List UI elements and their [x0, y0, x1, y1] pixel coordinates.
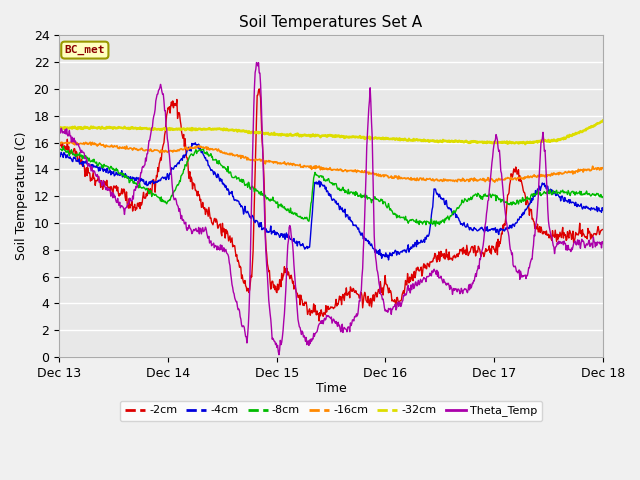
-2cm — [403, 282, 411, 288]
Theta_Temp — [89, 168, 97, 173]
-16cm — [403, 176, 410, 182]
Y-axis label: Soil Temperature (C): Soil Temperature (C) — [15, 132, 28, 260]
-8cm — [372, 196, 380, 202]
Text: BC_met: BC_met — [65, 45, 105, 55]
Theta_Temp — [599, 240, 607, 246]
-16cm — [55, 140, 63, 145]
-16cm — [386, 175, 394, 180]
-16cm — [372, 171, 380, 177]
-8cm — [403, 217, 410, 223]
Line: -8cm: -8cm — [59, 146, 603, 226]
-8cm — [431, 223, 439, 229]
Theta_Temp — [387, 305, 394, 311]
-2cm — [316, 318, 323, 324]
Line: -4cm: -4cm — [59, 143, 603, 260]
-2cm — [255, 86, 263, 92]
Line: -2cm: -2cm — [59, 89, 603, 321]
Legend: -2cm, -4cm, -8cm, -16cm, -32cm, Theta_Temp: -2cm, -4cm, -8cm, -16cm, -32cm, Theta_Te… — [120, 401, 542, 421]
-16cm — [58, 139, 65, 145]
-32cm — [524, 140, 532, 145]
Theta_Temp — [469, 281, 477, 287]
-32cm — [468, 139, 476, 144]
-4cm — [599, 207, 607, 213]
Line: -32cm: -32cm — [59, 120, 603, 144]
Theta_Temp — [372, 259, 380, 265]
-8cm — [90, 159, 97, 165]
-8cm — [55, 146, 63, 152]
-8cm — [60, 144, 67, 149]
-32cm — [402, 136, 410, 142]
-16cm — [599, 165, 607, 170]
-16cm — [491, 180, 499, 185]
-4cm — [385, 257, 392, 263]
-2cm — [525, 204, 532, 210]
-16cm — [525, 175, 532, 180]
-32cm — [522, 141, 529, 147]
Theta_Temp — [525, 265, 532, 271]
-2cm — [387, 288, 394, 294]
-32cm — [55, 124, 63, 130]
-32cm — [371, 135, 379, 141]
-8cm — [525, 195, 532, 201]
-8cm — [386, 207, 394, 213]
-16cm — [468, 177, 476, 182]
-4cm — [469, 228, 477, 234]
-4cm — [387, 252, 394, 258]
-4cm — [89, 162, 97, 168]
-4cm — [191, 140, 199, 145]
Line: -16cm: -16cm — [59, 142, 603, 182]
-4cm — [55, 150, 63, 156]
Theta_Temp — [275, 352, 283, 358]
-32cm — [599, 118, 607, 123]
-4cm — [372, 246, 380, 252]
-2cm — [55, 144, 63, 149]
-32cm — [89, 125, 97, 131]
-4cm — [525, 203, 532, 209]
Title: Soil Temperatures Set A: Soil Temperatures Set A — [239, 15, 422, 30]
-8cm — [469, 193, 477, 199]
-2cm — [599, 227, 607, 232]
-2cm — [89, 174, 97, 180]
Line: Theta_Temp: Theta_Temp — [59, 62, 603, 355]
Theta_Temp — [55, 125, 63, 131]
-16cm — [90, 142, 97, 147]
Theta_Temp — [253, 60, 260, 65]
Theta_Temp — [403, 289, 411, 295]
-8cm — [599, 194, 607, 200]
-2cm — [372, 290, 380, 296]
X-axis label: Time: Time — [316, 383, 346, 396]
-2cm — [469, 245, 477, 251]
-32cm — [385, 136, 393, 142]
-4cm — [403, 247, 411, 253]
